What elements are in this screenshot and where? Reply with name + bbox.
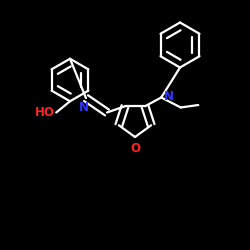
Text: N: N — [79, 100, 89, 114]
Text: N: N — [164, 90, 174, 103]
Text: O: O — [130, 142, 140, 154]
Text: HO: HO — [35, 106, 55, 120]
